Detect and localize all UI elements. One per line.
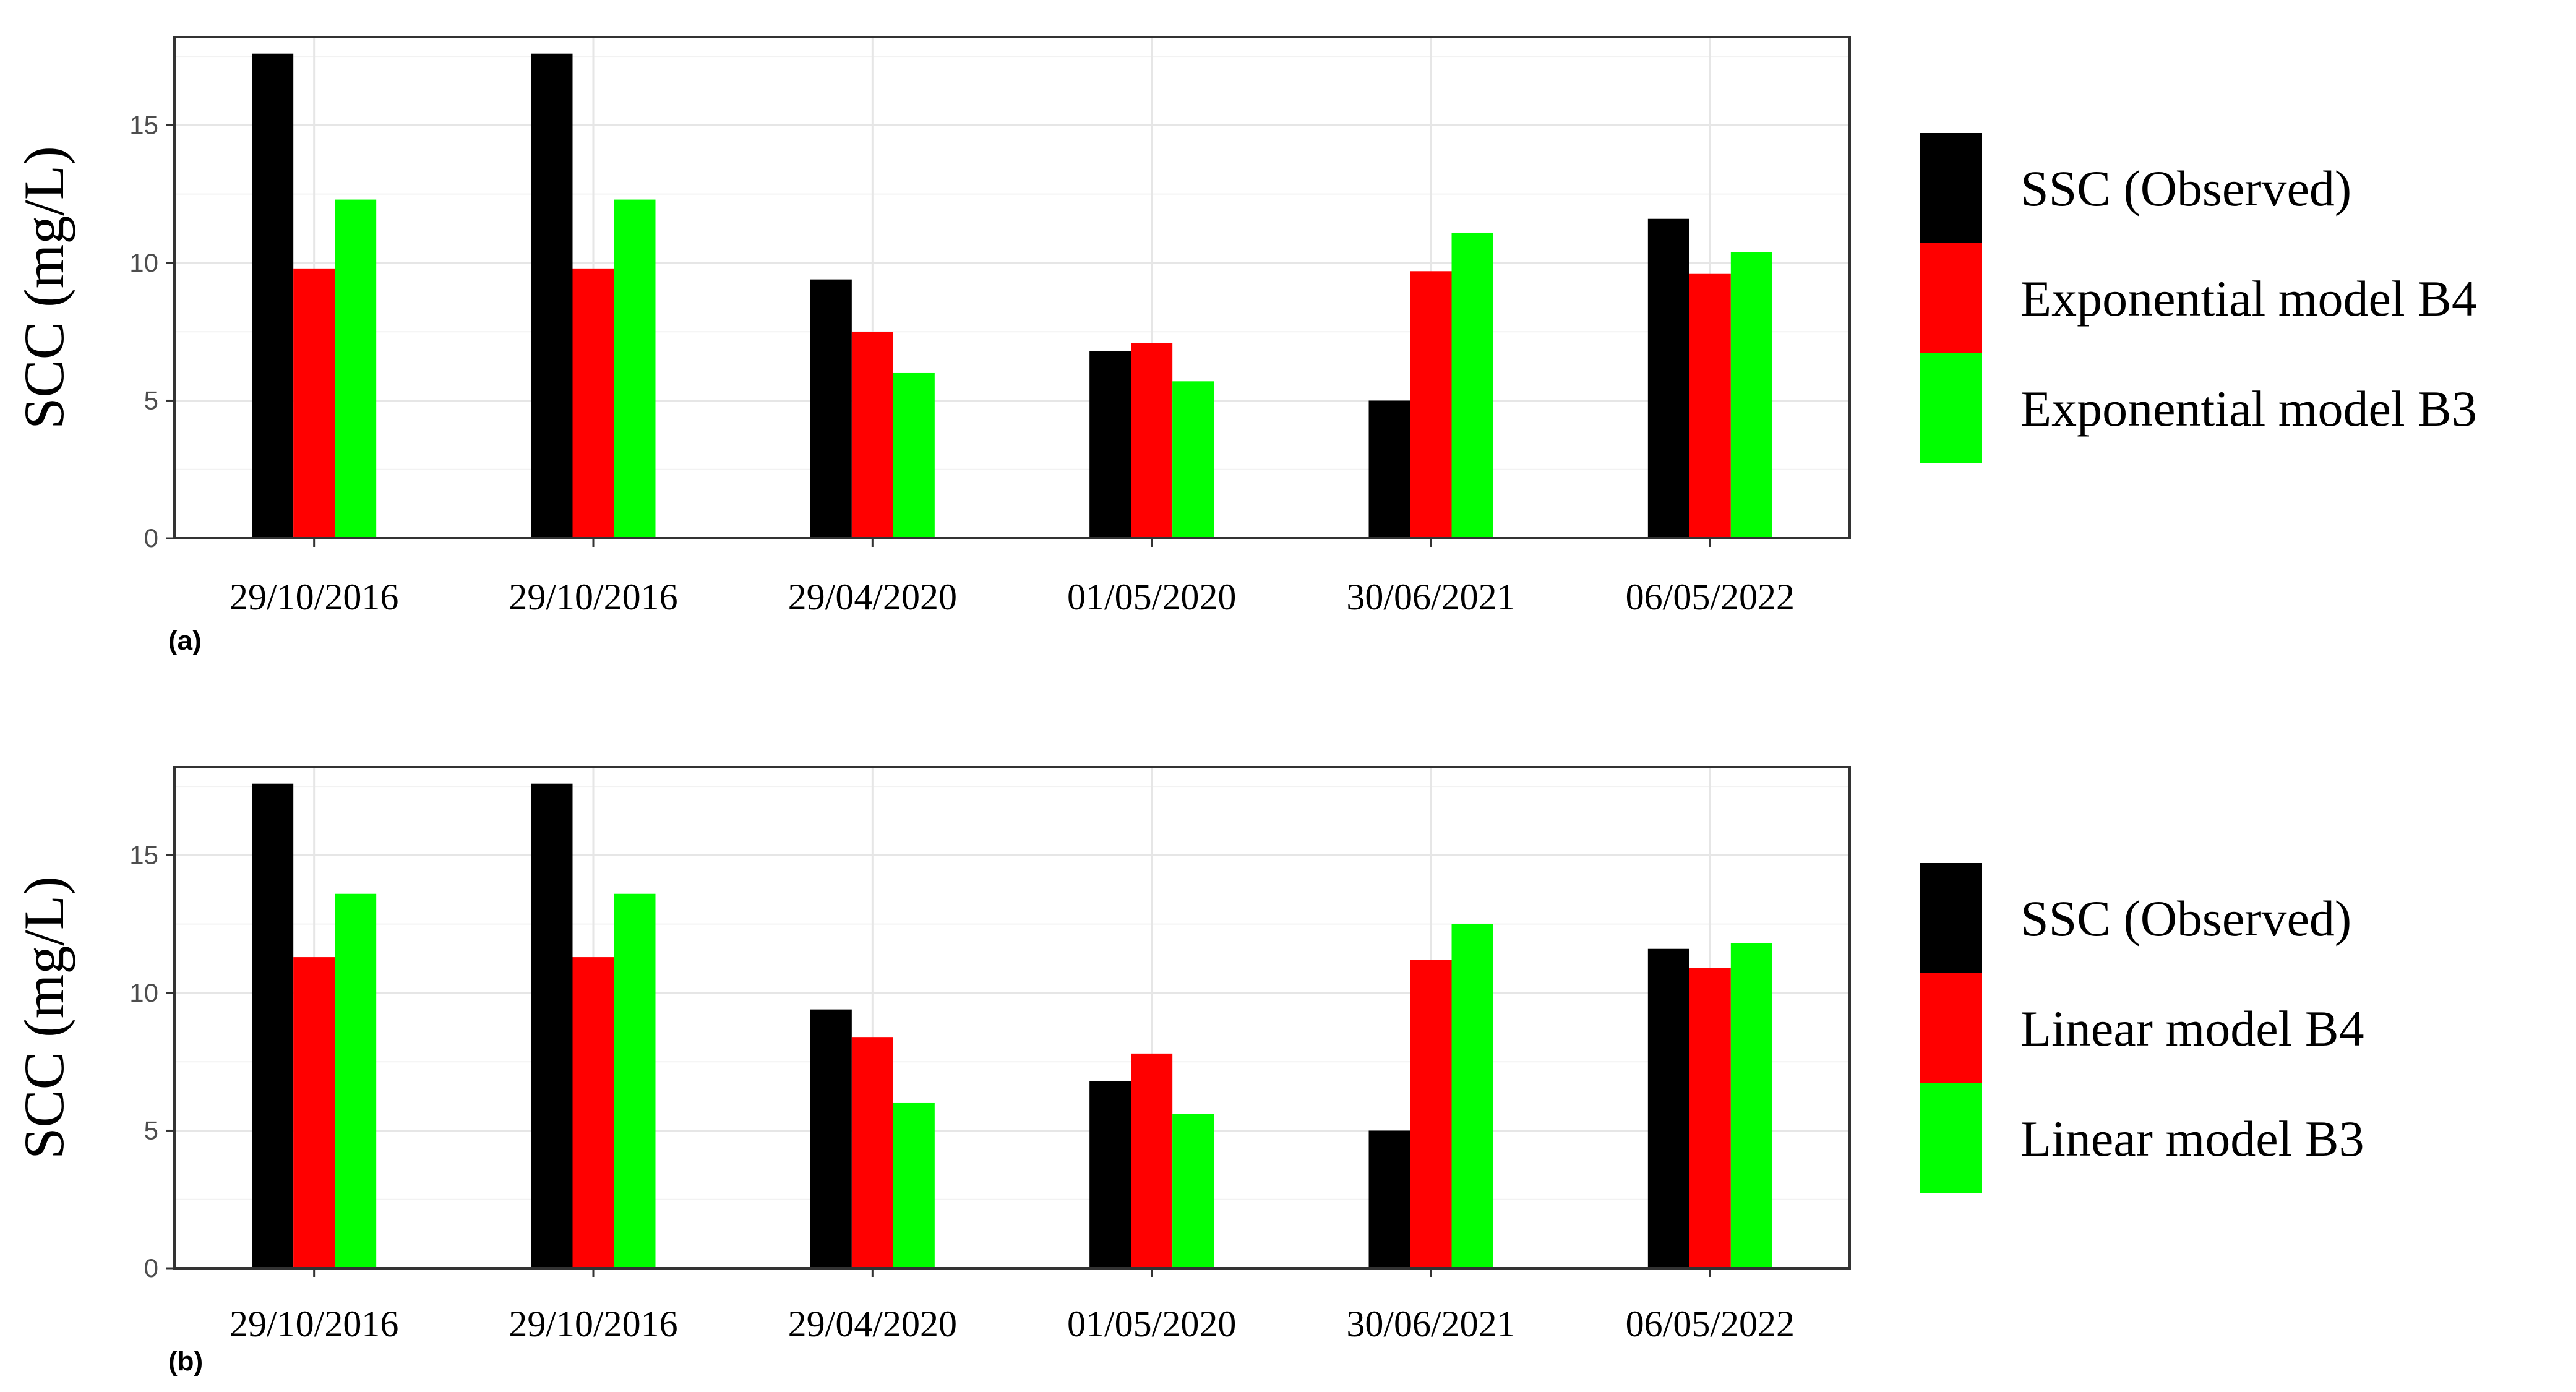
legend-label: Linear model B3	[2020, 1111, 2364, 1167]
bar	[1647, 948, 1689, 1268]
bar	[893, 372, 935, 538]
y-axis-title: SCC (mg/L)	[12, 876, 75, 1159]
bar	[1410, 960, 1452, 1268]
bar	[531, 783, 573, 1268]
legend-swatch	[1920, 133, 1982, 243]
y-tick-label: 0	[144, 523, 158, 552]
y-tick-label: 0	[144, 1253, 158, 1282]
bar	[572, 957, 614, 1268]
bar	[1131, 1053, 1173, 1268]
x-tick-label: 29/10/2016	[509, 1304, 677, 1344]
x-tick-label: 01/05/2020	[1067, 577, 1236, 617]
bar	[1089, 351, 1131, 538]
bar	[1368, 400, 1410, 538]
legend-swatch	[1920, 1083, 1982, 1193]
plot-border	[173, 766, 1851, 1270]
legend-label: Linear model B4	[2020, 1000, 2364, 1057]
x-tick-label: 30/06/2021	[1346, 577, 1515, 617]
y-tick-label: 10	[129, 248, 158, 277]
bar	[293, 268, 335, 538]
bar	[1089, 1081, 1131, 1268]
y-tick-label: 5	[144, 385, 158, 415]
legend: SSC (Observed) Linear model B4 Linear mode…	[1920, 863, 2364, 1193]
bar	[810, 279, 852, 538]
bar	[1451, 924, 1493, 1268]
bar	[1131, 343, 1173, 538]
legend-swatch	[1920, 243, 1982, 353]
bar	[335, 893, 377, 1268]
x-tick-label: 06/05/2022	[1626, 1304, 1795, 1344]
x-tick-label: 30/06/2021	[1346, 1304, 1515, 1344]
legend-swatch	[1920, 973, 1982, 1083]
bar	[614, 199, 656, 539]
bar	[1647, 218, 1689, 538]
x-tick-label: 29/04/2020	[788, 577, 957, 617]
plot-area	[174, 37, 1850, 538]
chart-panel-2: 0 5 10 15 29/10/2016 29/10/2016 29/04/2020 01/0…	[12, 766, 2364, 1377]
legend-label: SSC (Observed)	[2020, 160, 2351, 217]
bar	[810, 1009, 852, 1268]
legend-label: Exponential model B4	[2020, 270, 2477, 327]
y-tick-label: 10	[129, 978, 158, 1007]
bar	[1368, 1130, 1410, 1268]
bar	[293, 957, 335, 1268]
bar	[893, 1102, 935, 1268]
x-tick-label: 29/10/2016	[230, 1304, 398, 1344]
y-tick-label: 5	[144, 1115, 158, 1145]
panel-label: (b)	[168, 1346, 203, 1377]
bar	[1689, 968, 1731, 1268]
bar	[252, 783, 294, 1268]
bar	[851, 1037, 893, 1268]
bar	[851, 332, 893, 538]
bar	[1410, 271, 1452, 538]
plot-area	[174, 767, 1850, 1268]
bar	[1172, 1114, 1214, 1268]
plot-border	[173, 36, 1851, 539]
legend-swatch	[1920, 863, 1982, 973]
x-tick-label: 29/10/2016	[509, 577, 677, 617]
bar	[572, 268, 614, 538]
x-tick-label: 29/04/2020	[788, 1304, 957, 1344]
bar	[1451, 232, 1493, 538]
bar	[614, 893, 656, 1268]
legend: SSC (Observed) Exponential model B4 Expone…	[1920, 133, 2477, 463]
legend-label: SSC (Observed)	[2020, 890, 2351, 947]
chart-panel-1: 0 5 10 15 29/10/2016 29/10/2016 29/04/2020 01/0…	[12, 36, 2477, 656]
bar	[531, 53, 573, 538]
legend-label: Exponential model B3	[2020, 380, 2477, 437]
bar	[1172, 381, 1214, 538]
bar	[335, 199, 377, 539]
bar	[1689, 273, 1731, 538]
bar	[1730, 943, 1772, 1268]
x-tick-label: 06/05/2022	[1626, 577, 1795, 617]
bar	[1730, 252, 1772, 538]
y-tick-label: 15	[129, 840, 158, 869]
bar	[252, 53, 294, 538]
x-tick-label: 29/10/2016	[230, 577, 398, 617]
legend-swatch	[1920, 353, 1982, 463]
x-tick-label: 01/05/2020	[1067, 1304, 1236, 1344]
y-axis-title: SCC (mg/L)	[12, 146, 75, 429]
panel-label: (a)	[168, 625, 202, 656]
y-tick-label: 15	[129, 110, 158, 139]
